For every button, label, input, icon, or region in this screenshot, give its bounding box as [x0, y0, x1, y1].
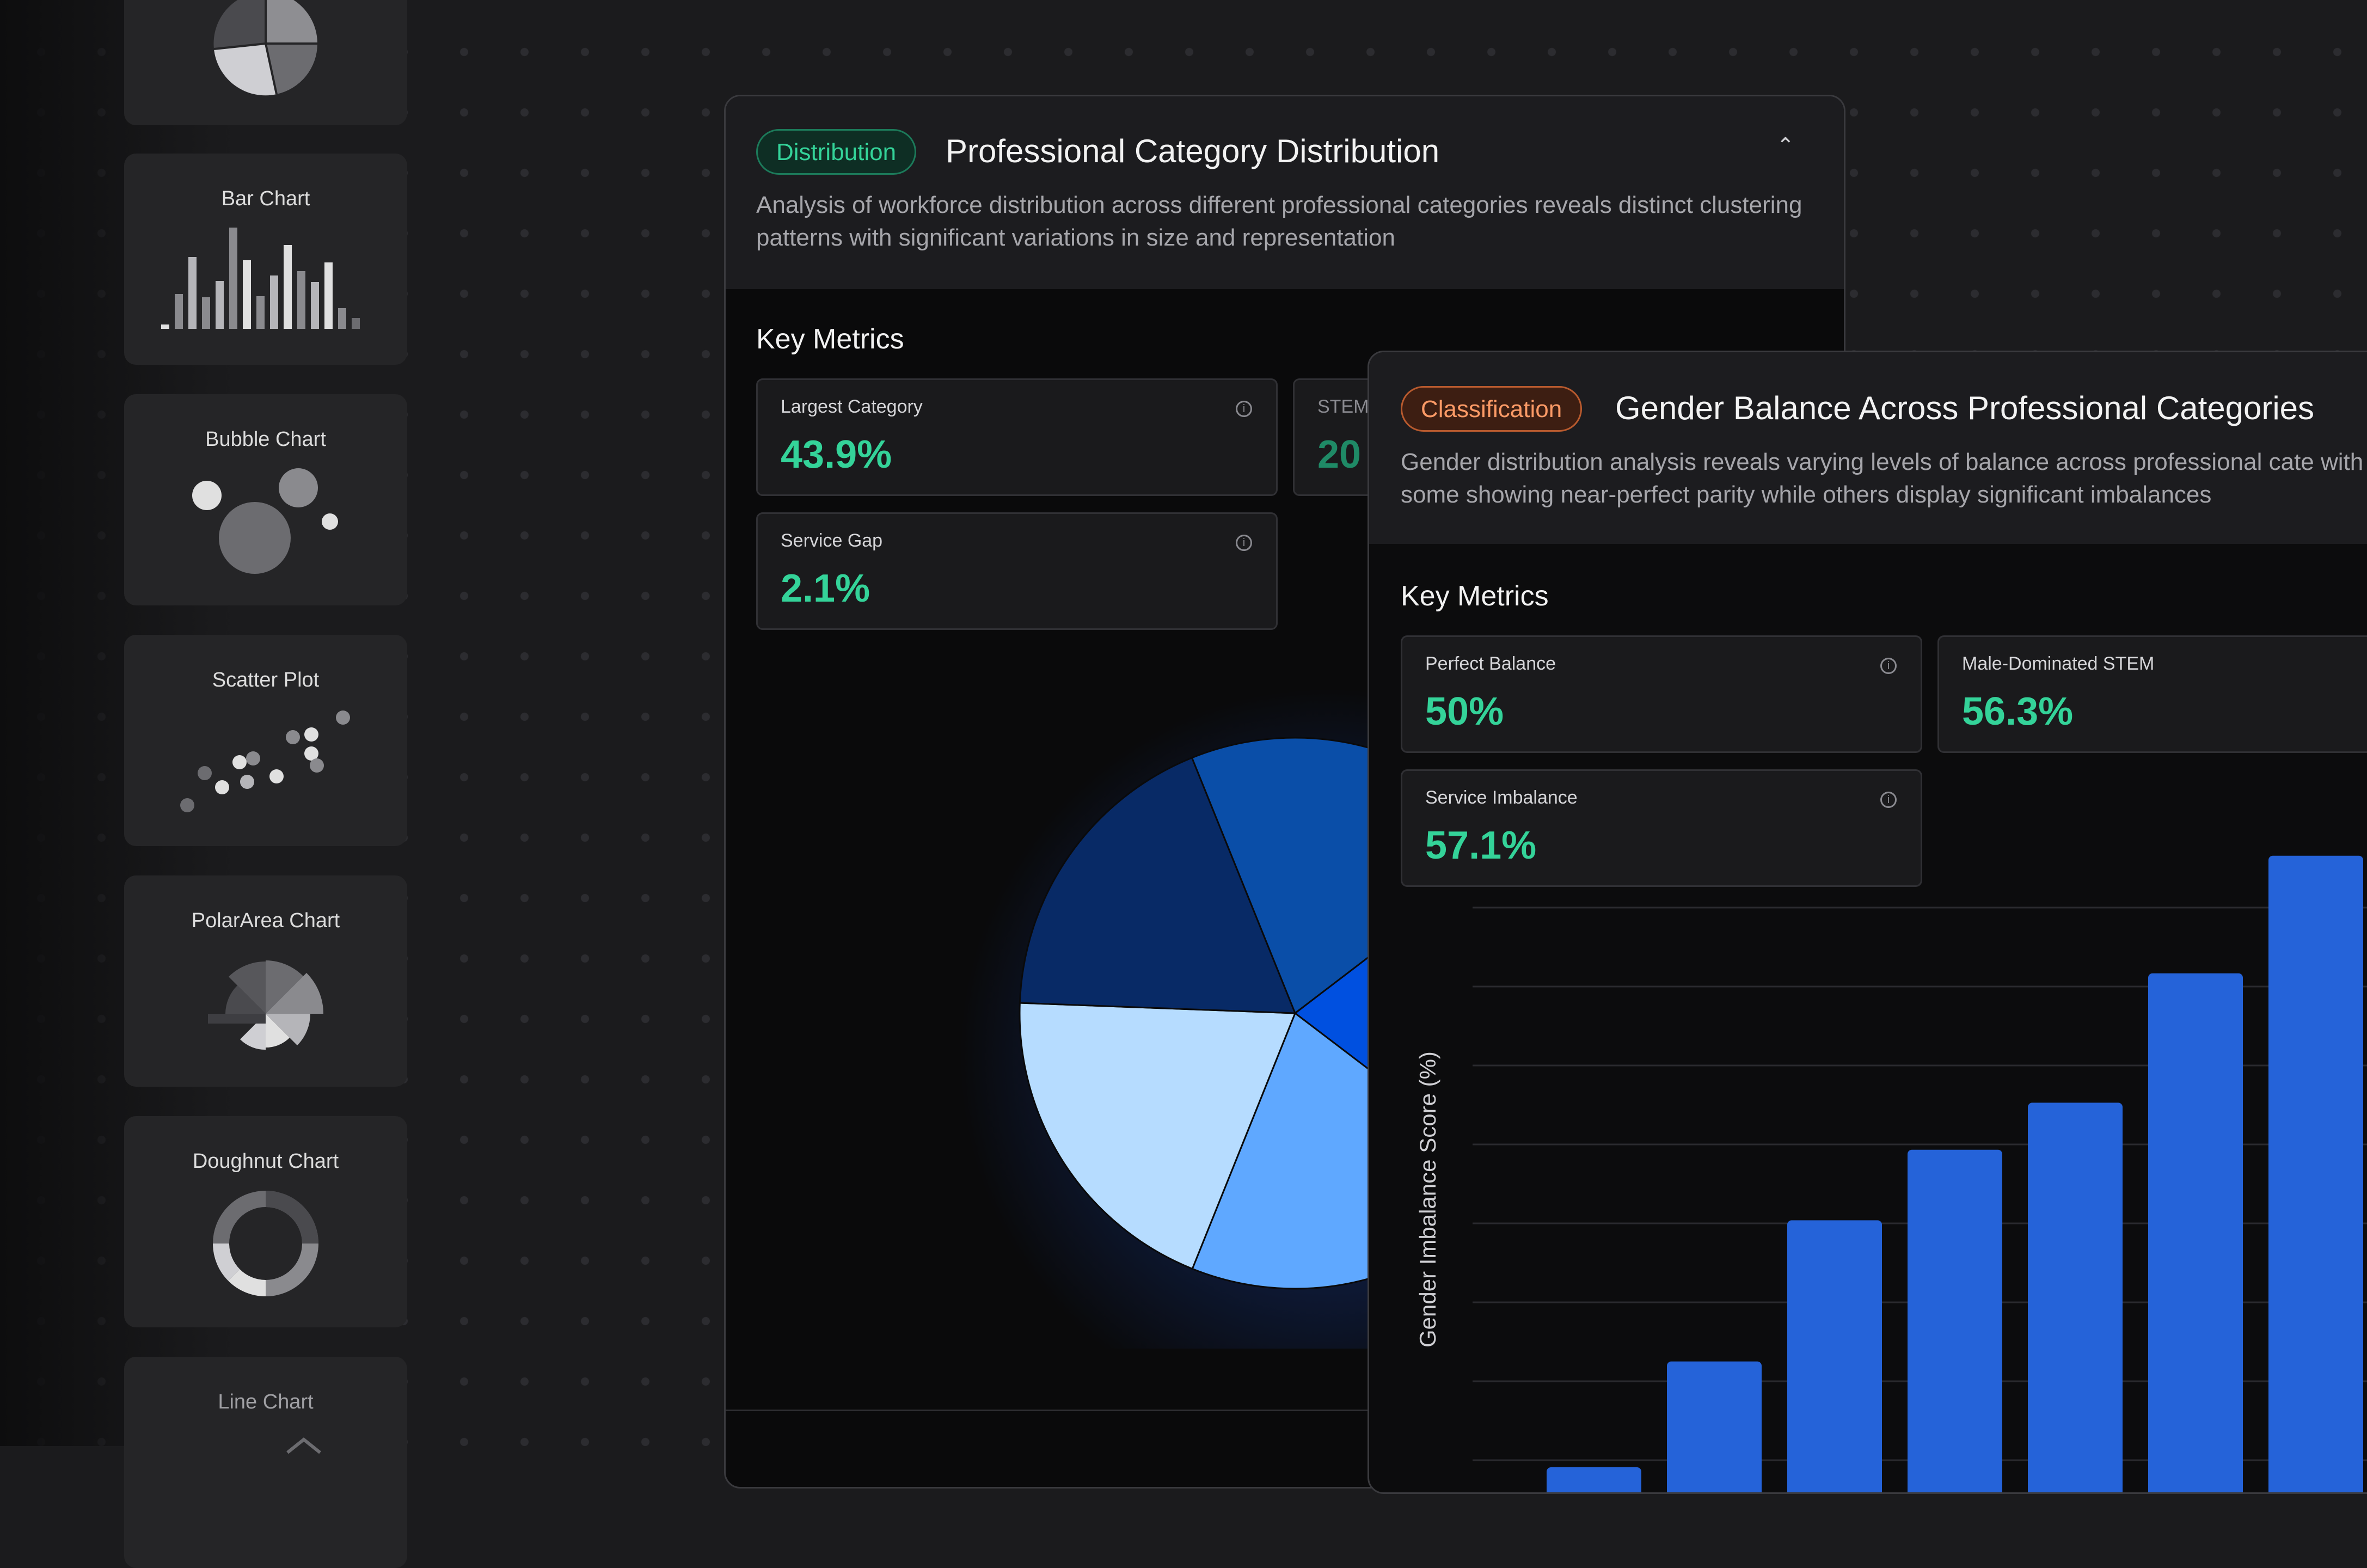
- metric-label: Service Imbalance: [1425, 787, 1578, 808]
- metric-label: Perfect Balance: [1425, 653, 1556, 674]
- chart-card-label: Line Chart: [218, 1391, 314, 1413]
- metric-value: 56.3%: [1962, 690, 2074, 733]
- info-icon[interactable]: i: [1880, 792, 1897, 808]
- panel-description: Analysis of workforce distribution acros…: [756, 192, 1802, 251]
- metric-value: 43.9%: [781, 433, 892, 476]
- gender-imbalance-bar-chart: [1473, 855, 2367, 1494]
- metric-label: Male-Dominated STEM: [1962, 653, 2155, 674]
- panel-header: Classification Gender Balance Across Pro…: [1369, 352, 2367, 544]
- chart-card-label: Scatter Plot: [212, 669, 320, 691]
- metric-service-gap: Service Gap 2.1% i: [756, 512, 1278, 630]
- chart-card-doughnut[interactable]: Doughnut Chart: [124, 1116, 407, 1327]
- panel-title: Gender Balance Across Professional Categ…: [1615, 390, 2315, 426]
- panel-header: Distribution Professional Category Distr…: [726, 96, 1844, 289]
- metric-service-imbalance: Service Imbalance 57.1% i: [1401, 769, 1922, 887]
- polar-area-chart-icon: [208, 960, 324, 1050]
- metric-label: Largest Category: [781, 396, 923, 417]
- bar[interactable]: [1667, 1361, 1762, 1494]
- key-metrics-heading: Key Metrics: [756, 323, 904, 355]
- category-badge: Distribution: [756, 129, 917, 175]
- metric-label: STEM: [1317, 396, 1369, 417]
- chart-card-line[interactable]: Line Chart: [124, 1357, 407, 1568]
- panel-description: Gender distribution analysis reveals var…: [1401, 449, 2364, 508]
- chart-card-label: Doughnut Chart: [192, 1150, 339, 1173]
- chart-card-bar[interactable]: Bar Chart: [124, 154, 407, 365]
- pie-chart-icon: [213, 0, 318, 96]
- gender-balance-panel: Classification Gender Balance Across Pro…: [1368, 351, 2367, 1494]
- chart-card-label: Bubble Chart: [205, 428, 326, 451]
- chart-card-polar-area[interactable]: PolarArea Chart: [124, 875, 407, 1087]
- metric-label: Service Gap: [781, 530, 883, 551]
- metric-value: 57.1%: [1425, 824, 1537, 867]
- info-icon[interactable]: i: [1236, 401, 1252, 417]
- panel-divider: [726, 1410, 1844, 1411]
- chart-card-scatter[interactable]: Scatter Plot: [124, 635, 407, 846]
- key-metrics-heading: Key Metrics: [1401, 580, 1549, 612]
- line-chart-icon: [286, 1437, 321, 1454]
- info-icon[interactable]: i: [1236, 535, 1252, 551]
- metric-largest-category: Largest Category 43.9% i: [756, 378, 1278, 496]
- metric-male-dominated-stem: Male-Dominated STEM 56.3%: [1937, 635, 2367, 753]
- chart-type-sidebar: Bar Chart Bubble Chart Sc: [124, 0, 407, 1568]
- doughnut-chart-icon: [212, 1191, 318, 1297]
- metric-value: 20: [1317, 433, 1362, 476]
- pie-slice[interactable]: [1019, 1002, 1297, 1270]
- chart-card-label: Bar Chart: [221, 187, 310, 210]
- metric-perfect-balance: Perfect Balance 50% i: [1401, 635, 1922, 753]
- bubble-chart-icon: [192, 468, 338, 574]
- bar[interactable]: [2028, 1102, 2123, 1494]
- bar[interactable]: [1547, 1467, 1641, 1494]
- metric-value: 50%: [1425, 690, 1504, 733]
- bar[interactable]: [2148, 973, 2243, 1494]
- scatter-plot-icon: [180, 710, 350, 812]
- bar[interactable]: [1908, 1149, 2002, 1494]
- bar[interactable]: [2268, 855, 2363, 1494]
- chart-card-bubble[interactable]: Bubble Chart: [124, 394, 407, 605]
- chart-card-label: PolarArea Chart: [191, 909, 340, 932]
- bar[interactable]: [1787, 1220, 1882, 1494]
- chevron-up-icon[interactable]: ⌃: [1776, 134, 1795, 158]
- pie-slice[interactable]: [1019, 756, 1297, 1014]
- info-icon[interactable]: i: [1880, 658, 1897, 674]
- panel-title: Professional Category Distribution: [946, 133, 1440, 169]
- bar-chart-icon: [161, 228, 360, 329]
- chart-card-pie[interactable]: [124, 0, 407, 125]
- category-badge: Classification: [1401, 386, 1583, 432]
- metric-value: 2.1%: [781, 567, 870, 610]
